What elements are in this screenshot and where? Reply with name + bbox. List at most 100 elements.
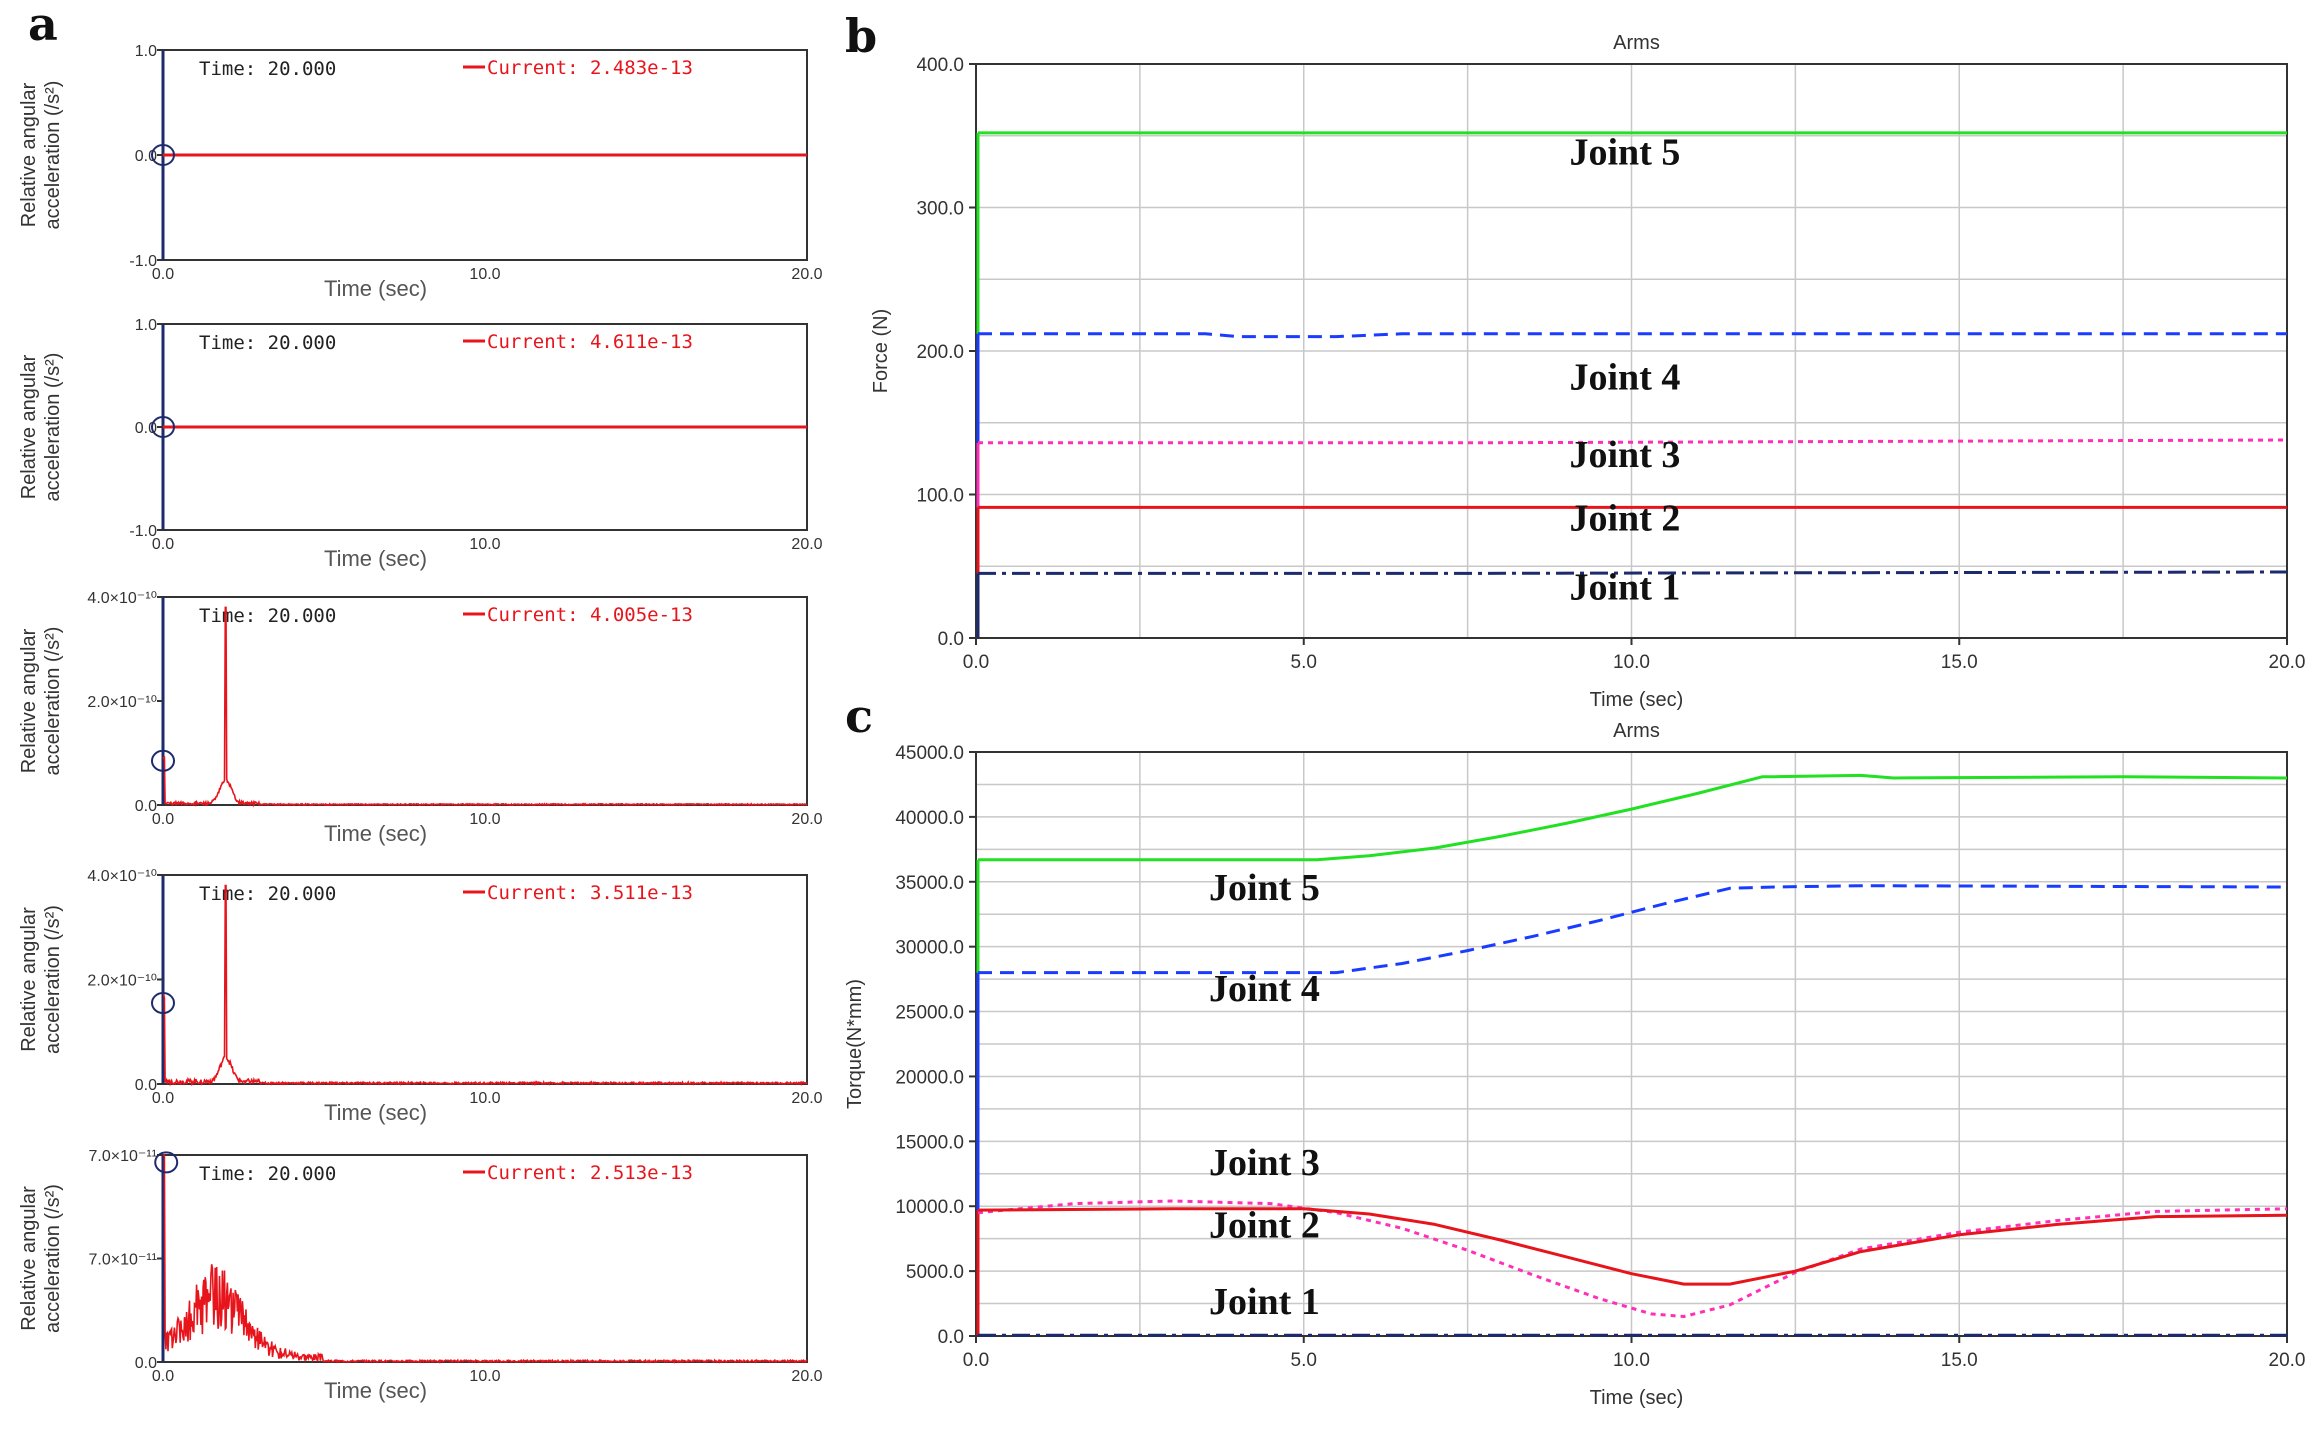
series-line (163, 1154, 808, 1364)
y-tick-label: 2.0×10⁻¹⁰ (87, 973, 157, 990)
annotation-joint-4: Joint 4 (1570, 357, 1681, 399)
y-axis-label-line2: acceleration (/s²) (42, 81, 64, 230)
annotation-joint-5: Joint 5 (1570, 131, 1681, 173)
x-tick-label: 10.0 (469, 1090, 500, 1107)
x-tick-label: 20.0 (791, 1090, 822, 1107)
x-tick-label: 10.0 (1613, 1350, 1650, 1371)
y-tick-label: 0.0 (135, 798, 157, 815)
x-tick-label: 0.0 (152, 1090, 174, 1107)
x-tick-label: 0.0 (963, 652, 989, 673)
chart-a4: 4.0×10⁻¹⁰ 2.0×10⁻¹⁰ 0.00.0 10.0 20.0 Time (se… (18, 868, 823, 1125)
x-tick-label: 20.0 (2269, 652, 2306, 673)
x-tick-label: 0.0 (152, 266, 174, 283)
panel-label-a: a (28, 0, 58, 51)
current-readout: Current: 2.483e-13 (487, 57, 693, 79)
y-tick-label: 25000.0 (895, 1003, 964, 1024)
current-marker-circle (151, 144, 175, 166)
x-tick-label: 20.0 (791, 811, 822, 828)
plot-frame (162, 874, 808, 1085)
y-tick-label: 1.0 (135, 317, 157, 334)
y-axis-label: Torque(N*mm) (844, 979, 866, 1109)
y-tick-label: 45000.0 (895, 743, 964, 764)
y-axis-label-line1: Relative angular (18, 354, 40, 499)
x-tick-label: 5.0 (1291, 1350, 1317, 1371)
series-line (162, 884, 808, 1087)
chart-title: Arms (1613, 720, 1660, 742)
y-tick-label: 10000.0 (895, 1197, 964, 1218)
current-readout: Current: 3.511e-13 (487, 882, 693, 904)
x-tick-label: 10.0 (1613, 652, 1650, 673)
time-readout: Time: 20.000 (199, 883, 336, 905)
y-tick-label: 100.0 (916, 486, 964, 507)
x-axis-label: Time (sec) (1590, 689, 1684, 711)
annotation-joint-3: Joint 3 (1209, 1142, 1320, 1184)
y-tick-label: 1.0 (135, 43, 157, 60)
annotation-joint-2: Joint 2 (1570, 497, 1681, 539)
y-axis-label-line1: Relative angular (18, 1186, 40, 1331)
x-tick-label: 5.0 (1291, 652, 1317, 673)
y-axis-label-line2: acceleration (/s²) (42, 905, 64, 1054)
current-marker-circle (154, 1151, 179, 1174)
y-tick-label: 4.0×10⁻¹⁰ (87, 868, 157, 885)
y-axis-label-line2: acceleration (/s²) (42, 1184, 64, 1333)
series-line-joint-2 (977, 1207, 2288, 1286)
x-tick-label: 20.0 (791, 536, 822, 553)
chart-a3: 4.0×10⁻¹⁰ 2.0×10⁻¹⁰ 0.00.0 10.0 20.0 Time (se… (18, 590, 823, 846)
y-tick-label: 30000.0 (895, 938, 964, 959)
annotation-joint-1: Joint 1 (1570, 566, 1681, 608)
y-axis-label: Force (N) (870, 309, 892, 393)
panel-label-b: b (845, 9, 877, 63)
current-marker-circle (151, 992, 175, 1015)
current-readout: Current: 4.611e-13 (487, 331, 693, 353)
chart-title: Arms (1613, 32, 1660, 54)
time-readout: Time: 20.000 (199, 605, 336, 627)
y-axis-label-line1: Relative angular (18, 628, 40, 773)
y-tick-label: 300.0 (916, 199, 964, 220)
x-tick-label: 15.0 (1941, 1350, 1978, 1371)
plot-frame (162, 1154, 808, 1363)
y-tick-label: 400.0 (916, 55, 964, 76)
series-line-joint-3 (977, 1199, 2288, 1318)
x-tick-label: 0.0 (963, 1350, 989, 1371)
y-tick-label: 40000.0 (895, 808, 964, 829)
y-tick-label: -1.0 (129, 523, 157, 540)
time-readout: Time: 20.000 (199, 1163, 336, 1185)
x-axis-label: Time (sec) (324, 1100, 427, 1125)
x-tick-label: 10.0 (469, 1368, 500, 1385)
current-readout: Current: 2.513e-13 (487, 1162, 693, 1184)
x-tick-label: 20.0 (791, 266, 822, 283)
time-readout: Time: 20.000 (199, 58, 336, 80)
series-line-joint-3 (978, 438, 2288, 445)
y-tick-label: 0.0 (135, 1077, 157, 1094)
y-axis-label-line2: acceleration (/s²) (42, 353, 64, 502)
y-tick-label: 0.0 (135, 1355, 157, 1372)
y-tick-label: 4.0×10⁻¹⁰ (87, 590, 157, 607)
y-tick-label: 0.0 (938, 1327, 964, 1348)
x-tick-label: 15.0 (1941, 652, 1978, 673)
x-axis-label: Time (sec) (324, 546, 427, 571)
panel-label-c: c (845, 689, 873, 743)
x-axis-label: Time (sec) (1590, 1387, 1684, 1409)
x-tick-label: 0.0 (152, 1368, 174, 1385)
annotation-joint-4: Joint 4 (1209, 968, 1320, 1010)
y-tick-label: 15000.0 (895, 1132, 964, 1153)
y-tick-label: -1.0 (129, 253, 157, 270)
chart-force: 0.0 5.0 10.0 15.0 20.0 0.0 100.0 200.0 300.0 400.… (870, 32, 2305, 711)
x-tick-label: 20.0 (791, 1368, 822, 1385)
y-axis-label-line1: Relative angular (18, 82, 40, 227)
annotation-joint-3: Joint 3 (1570, 434, 1681, 476)
series-line (162, 606, 808, 808)
y-axis-label-line2: acceleration (/s²) (42, 627, 64, 776)
x-axis-label: Time (sec) (324, 1378, 427, 1403)
y-tick-label: 7.0×10⁻¹¹ (89, 1252, 157, 1269)
current-readout: Current: 4.005e-13 (487, 604, 693, 626)
x-tick-label: 10.0 (469, 811, 500, 828)
chart-torque: 0.0 5.0 10.0 15.0 20.0 0.0 5000.0 10000.0 15000.… (844, 720, 2305, 1409)
annotation-joint-5: Joint 5 (1209, 867, 1320, 909)
x-axis-label: Time (sec) (324, 821, 427, 846)
current-marker-circle (151, 749, 175, 772)
series-line-joint-4 (978, 332, 2287, 339)
